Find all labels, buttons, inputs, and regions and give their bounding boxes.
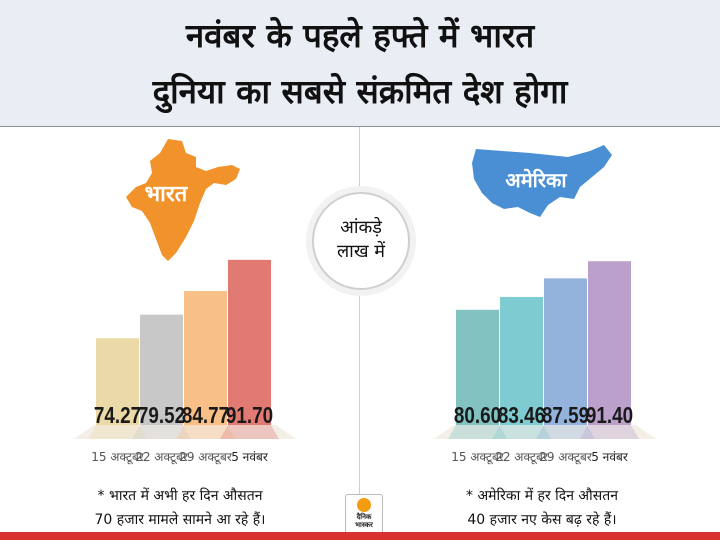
headline-line-2: दुनिया का सबसे संक्रमित देश होगा bbox=[152, 72, 568, 111]
india-footnote-line-1: * भारत में अभी हर दिन औसतन bbox=[97, 488, 263, 504]
usa-category-label-2: 29 अक्टूबर bbox=[539, 450, 593, 465]
india-category-label-1: 22 अक्टूबर bbox=[135, 450, 189, 465]
bottom-accent-bar bbox=[0, 532, 720, 540]
usa-value-label-3: 91.40 bbox=[586, 403, 633, 428]
center-divider bbox=[359, 127, 360, 532]
publisher-logo: दैनिक भास्कर bbox=[345, 494, 383, 534]
units-badge-line-2: लाख में bbox=[336, 241, 386, 262]
india-footnote: * भारत में अभी हर दिन औसतन 70 हजार मामले… bbox=[30, 484, 330, 532]
usa-bar-3 bbox=[588, 261, 631, 425]
usa-footnote-line-2: 40 हजार नए केस बढ़ रहे हैं। bbox=[467, 512, 617, 528]
usa-bar-0 bbox=[456, 309, 499, 425]
india-value-label-3: 91.70 bbox=[226, 403, 273, 428]
usa-bar-2 bbox=[544, 278, 587, 425]
usa-bar-base-0 bbox=[448, 425, 507, 439]
india-bar-2 bbox=[184, 291, 227, 425]
india-value-label-2: 84.77 bbox=[182, 403, 229, 428]
india-footnote-line-2: 70 हजार मामले सामने आ रहे हैं। bbox=[94, 512, 266, 528]
usa-footnote: * अमेरिका में हर दिन औसतन 40 हजार नए केस… bbox=[392, 484, 692, 532]
usa-category-label-0: 15 अक्टूबर bbox=[451, 450, 505, 465]
usa-bar-1 bbox=[500, 296, 543, 425]
india-platform bbox=[74, 425, 296, 439]
india-bar-base-1 bbox=[132, 425, 191, 439]
usa-platform bbox=[434, 425, 656, 439]
usa-category-label-3: 5 नवंबर bbox=[591, 450, 629, 464]
india-bar-group: 74.27 15 अक्टूबर 79.52 22 अक्टूबर 84.77 29 अक… bbox=[74, 259, 296, 465]
comparison-chart: भारत अमेरिका 74.27 15 अक्टूबर 79.52 22 अक्ट… bbox=[74, 139, 656, 465]
units-badge: आंकड़े लाख में bbox=[312, 192, 410, 290]
headline-line-1: नवंबर के पहले हफ्ते में भारत bbox=[185, 16, 535, 55]
india-value-label-1: 79.52 bbox=[138, 403, 185, 428]
sun-icon bbox=[357, 498, 371, 512]
india-map-label: भारत bbox=[145, 182, 189, 207]
header-banner: नवंबर के पहले हफ्ते में भारत दुनिया का स… bbox=[0, 0, 720, 127]
india-value-label-0: 74.27 bbox=[94, 403, 141, 428]
india-category-label-3: 5 नवंबर bbox=[231, 450, 269, 464]
usa-bar-base-1 bbox=[492, 425, 551, 439]
usa-bar-group: 80.60 15 अक्टूबर 83.46 22 अक्टूबर 87.59 29 अक… bbox=[434, 261, 656, 465]
logo-line-2: भास्कर bbox=[355, 521, 373, 529]
india-bar-base-2 bbox=[176, 425, 235, 439]
usa-map-icon: अमेरिका bbox=[472, 145, 612, 217]
usa-footnote-line-1: * अमेरिका में हर दिन औसतन bbox=[466, 488, 618, 504]
india-category-label-2: 29 अक्टूबर bbox=[179, 450, 233, 465]
india-category-label-0: 15 अक्टूबर bbox=[91, 450, 145, 465]
india-bar-0 bbox=[96, 338, 139, 425]
logo-line-1: दैनिक bbox=[356, 513, 372, 521]
usa-value-label-0: 80.60 bbox=[454, 403, 501, 428]
india-map-icon: भारत bbox=[126, 139, 240, 261]
india-bar-base-3 bbox=[220, 425, 279, 439]
usa-bar-base-3 bbox=[580, 425, 639, 439]
usa-map-label: अमेरिका bbox=[505, 168, 567, 192]
india-bar-1 bbox=[140, 314, 183, 425]
usa-value-label-1: 83.46 bbox=[498, 403, 545, 428]
units-badge-line-1: आंकड़े bbox=[340, 217, 382, 238]
usa-category-label-1: 22 अक्टूबर bbox=[495, 450, 549, 465]
usa-value-label-2: 87.59 bbox=[542, 403, 589, 428]
usa-bar-base-2 bbox=[536, 425, 595, 439]
india-bar-base-0 bbox=[88, 425, 147, 439]
india-bar-3 bbox=[228, 259, 271, 425]
